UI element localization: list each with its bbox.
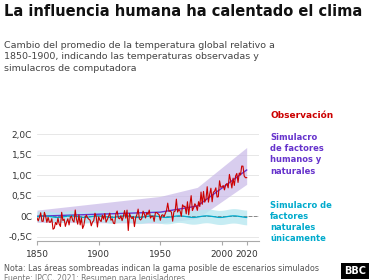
Text: Fuente: IPCC, 2021: Resumen para legisladores: Fuente: IPCC, 2021: Resumen para legisla… xyxy=(4,274,185,280)
Text: La influencia humana ha calentado el clima: La influencia humana ha calentado el cli… xyxy=(4,4,362,19)
Text: Simulacro de
factores
naturales
únicamente: Simulacro de factores naturales únicamen… xyxy=(270,200,332,243)
Text: Nota: Las áreas sombreadas indican la gama posible de escenarios simulados: Nota: Las áreas sombreadas indican la ga… xyxy=(4,264,319,273)
Text: Observación: Observación xyxy=(270,111,333,120)
Text: BBC: BBC xyxy=(344,266,366,276)
Text: Cambio del promedio de la temperatura global relativo a
1850-1900, indicando las: Cambio del promedio de la temperatura gl… xyxy=(4,41,275,73)
Text: Simulacro
de factores
humanos y
naturales: Simulacro de factores humanos y naturale… xyxy=(270,133,324,176)
